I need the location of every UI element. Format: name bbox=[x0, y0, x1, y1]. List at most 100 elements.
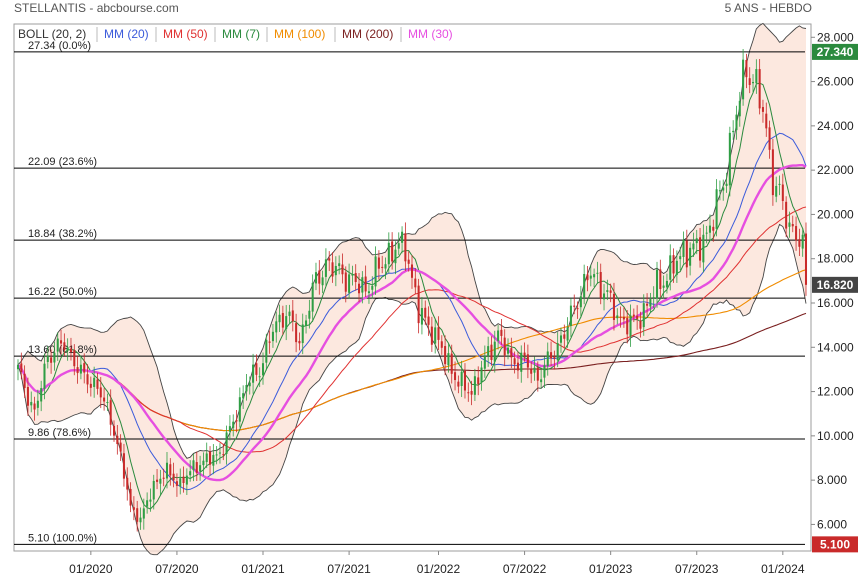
candle-body bbox=[655, 269, 659, 299]
candle-body bbox=[275, 321, 278, 333]
candle-body bbox=[748, 78, 751, 85]
fib-label: 18.84 (38.2%) bbox=[28, 228, 97, 240]
candle-body bbox=[437, 327, 440, 340]
x-axis: 01/2020 07/2020 01/2021 07/2021 01/2022 07/20… bbox=[69, 551, 805, 576]
candle-body bbox=[798, 239, 801, 247]
candle-body bbox=[311, 282, 314, 312]
candle-body bbox=[804, 233, 808, 285]
candle-body bbox=[447, 353, 450, 366]
candle-body bbox=[152, 480, 155, 500]
candle-body bbox=[536, 367, 539, 381]
price-tag-label: 5.100 bbox=[820, 537, 850, 551]
candle-body bbox=[761, 107, 764, 112]
candle-body bbox=[768, 127, 771, 150]
candle-body bbox=[20, 363, 23, 372]
candle-body bbox=[242, 393, 245, 399]
candle-body bbox=[503, 337, 506, 356]
x-tick-label: 07/2022 bbox=[503, 562, 547, 576]
candle-body bbox=[109, 400, 112, 425]
candle-body bbox=[146, 500, 149, 507]
candle-body bbox=[705, 232, 708, 234]
candle-body bbox=[685, 240, 688, 268]
candle-body bbox=[228, 426, 231, 432]
candle-body bbox=[559, 335, 563, 343]
legend-item: MM (200) bbox=[342, 27, 393, 41]
candle-body bbox=[384, 264, 387, 269]
candle-body bbox=[159, 478, 162, 484]
candle-body bbox=[288, 311, 291, 316]
candle-body bbox=[265, 339, 268, 363]
candle-body bbox=[632, 314, 635, 317]
fib-label: 9.86 (78.6%) bbox=[28, 427, 91, 439]
candle-body bbox=[202, 460, 205, 466]
candle-body bbox=[344, 272, 347, 292]
bollinger-upper bbox=[17, 22, 807, 459]
candle-body bbox=[616, 315, 619, 319]
candle-body bbox=[718, 190, 721, 192]
chart-title: STELLANTIS - abcbourse.com bbox=[14, 1, 179, 15]
candle-body bbox=[622, 316, 625, 320]
candle-body bbox=[358, 283, 361, 294]
x-tick-label: 07/2023 bbox=[675, 562, 719, 576]
candle-body bbox=[195, 462, 198, 473]
candle-body bbox=[36, 400, 39, 408]
candle-body bbox=[487, 346, 490, 357]
candle-body bbox=[112, 425, 116, 436]
candle-body bbox=[652, 297, 655, 299]
candle-body bbox=[394, 249, 397, 264]
y-tick-label: 16.000 bbox=[817, 296, 854, 310]
candle-body bbox=[603, 293, 606, 300]
candle-body bbox=[738, 100, 741, 117]
candle-body bbox=[695, 238, 698, 244]
candles bbox=[16, 48, 808, 532]
candle-body bbox=[119, 442, 122, 452]
bollinger-lower bbox=[17, 223, 807, 556]
y-tick-label: 18.000 bbox=[817, 252, 854, 266]
candle-body bbox=[232, 421, 235, 428]
candle-body bbox=[261, 363, 265, 376]
y-tick-label: 14.000 bbox=[817, 340, 854, 354]
bollinger-fill bbox=[18, 23, 806, 555]
candle-body bbox=[212, 454, 215, 466]
candle-body bbox=[639, 320, 642, 329]
candle-body bbox=[735, 114, 738, 131]
candle-body bbox=[540, 379, 543, 383]
bollinger-band bbox=[17, 22, 807, 556]
y-tick-label: 24.000 bbox=[817, 119, 854, 133]
candle-body bbox=[79, 364, 82, 374]
candle-body bbox=[255, 363, 258, 375]
candle-body bbox=[642, 303, 645, 328]
price-tag bbox=[812, 536, 858, 553]
candle-body bbox=[69, 348, 72, 352]
candle-body bbox=[593, 274, 596, 278]
candle-body bbox=[40, 388, 43, 402]
x-tick-label: 01/2024 bbox=[761, 562, 805, 576]
candle-body bbox=[99, 387, 102, 398]
y-tick-label: 28.000 bbox=[817, 30, 854, 44]
candle-body bbox=[434, 327, 437, 344]
candle-body bbox=[795, 226, 798, 241]
plot-frame bbox=[13, 23, 812, 552]
candle-body bbox=[430, 326, 433, 345]
candle-body bbox=[50, 357, 53, 363]
candle-body bbox=[328, 258, 331, 261]
candle-body bbox=[222, 454, 225, 456]
candle-body bbox=[523, 352, 526, 356]
candle-body bbox=[612, 293, 615, 320]
candle-body bbox=[556, 343, 559, 361]
candle-body bbox=[175, 481, 178, 486]
candle-body bbox=[649, 299, 652, 307]
candle-body bbox=[702, 234, 705, 263]
x-tick-label: 01/2022 bbox=[417, 562, 461, 576]
candle-body bbox=[755, 69, 758, 84]
legend-item: MM (100) bbox=[274, 27, 325, 41]
candle-body bbox=[116, 435, 119, 445]
candle-body bbox=[470, 390, 473, 395]
candle-body bbox=[295, 323, 298, 343]
candle-body bbox=[162, 477, 165, 479]
candle-body bbox=[172, 473, 175, 481]
legend: BOLL (20, 2) MM (20) MM (50) MM (7) MM (100)… bbox=[18, 27, 453, 42]
candle-body bbox=[30, 401, 33, 406]
candle-body bbox=[271, 331, 274, 342]
candle-body bbox=[364, 276, 367, 292]
